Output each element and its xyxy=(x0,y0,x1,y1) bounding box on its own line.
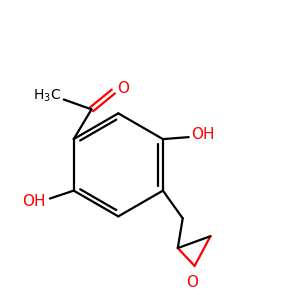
Text: O: O xyxy=(186,275,198,290)
Text: O: O xyxy=(117,81,129,96)
Text: H$_3$C: H$_3$C xyxy=(33,87,61,104)
Text: OH: OH xyxy=(191,127,214,142)
Text: OH: OH xyxy=(22,194,46,209)
